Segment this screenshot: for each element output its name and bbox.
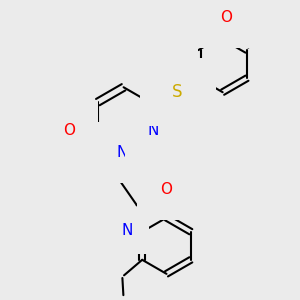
Text: O: O xyxy=(163,67,175,82)
Text: N: N xyxy=(116,145,128,160)
Text: H: H xyxy=(112,224,123,238)
Text: N: N xyxy=(148,123,159,138)
Text: O: O xyxy=(181,101,193,116)
Text: O: O xyxy=(220,11,232,26)
Text: S: S xyxy=(172,83,183,101)
Text: O: O xyxy=(63,123,75,138)
Text: O: O xyxy=(160,182,172,197)
Text: N: N xyxy=(122,224,133,238)
